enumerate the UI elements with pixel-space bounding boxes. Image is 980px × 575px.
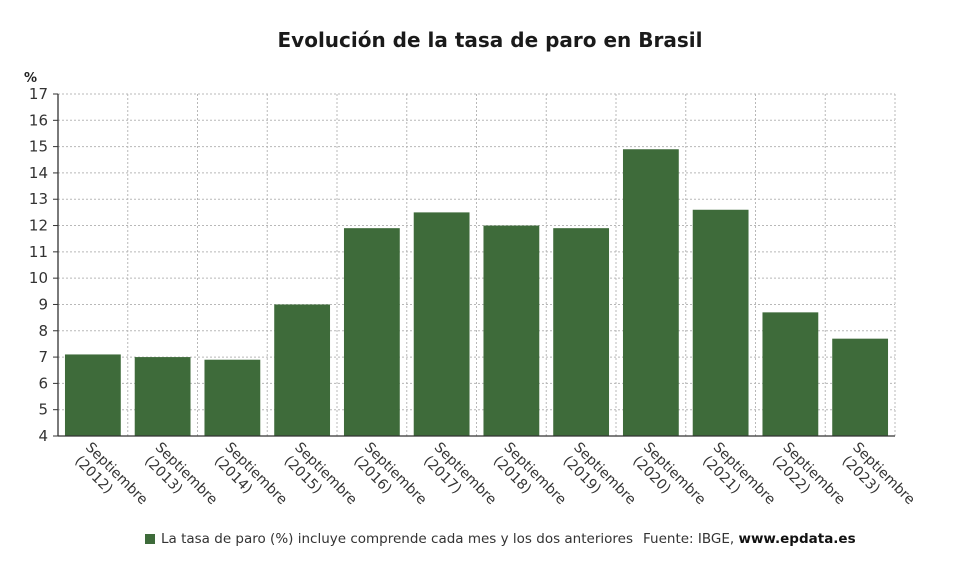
y-tick-label: 10 bbox=[29, 269, 48, 287]
bar bbox=[832, 338, 889, 436]
legend-swatch bbox=[145, 534, 155, 544]
bar bbox=[483, 225, 540, 436]
x-tick-label: Septiembre(2020) bbox=[628, 440, 709, 521]
bar bbox=[204, 359, 261, 436]
source-note: Fuente: IBGE, www.epdata.es bbox=[643, 531, 856, 547]
x-tick-label: Septiembre(2022) bbox=[768, 440, 849, 521]
bar bbox=[553, 228, 610, 436]
y-tick-label: 9 bbox=[38, 295, 48, 313]
y-tick-label: 4 bbox=[38, 427, 48, 445]
y-tick-label: 17 bbox=[29, 85, 48, 103]
source-link[interactable]: www.epdata.es bbox=[738, 531, 856, 547]
x-tick-label: Septiembre(2017) bbox=[419, 440, 500, 521]
y-tick-label: 5 bbox=[38, 401, 48, 419]
bars bbox=[64, 149, 889, 436]
y-tick-label: 15 bbox=[29, 138, 48, 156]
legend: La tasa de paro (%) incluye comprende ca… bbox=[145, 531, 633, 547]
bar bbox=[762, 312, 819, 436]
bar bbox=[622, 149, 679, 436]
x-tick-label: Septiembre(2021) bbox=[698, 440, 779, 521]
bar-chart: Evolución de la tasa de paro en Brasil %… bbox=[24, 28, 918, 521]
bar bbox=[134, 357, 191, 436]
y-tick-label: 12 bbox=[29, 217, 48, 235]
x-tick-label: Septiembre(2016) bbox=[349, 440, 430, 521]
bar bbox=[274, 304, 331, 436]
y-tick-label: 13 bbox=[29, 190, 48, 208]
x-tick-label: Septiembre(2015) bbox=[279, 440, 360, 521]
bar bbox=[64, 354, 121, 436]
x-axis-ticks: Septiembre(2012) Septiembre(2013) Septiemb… bbox=[70, 440, 918, 521]
x-tick-label: Septiembre(2023) bbox=[837, 440, 918, 521]
x-tick-label: Septiembre(2014) bbox=[210, 440, 291, 521]
chart-footer: La tasa de paro (%) incluye comprende ca… bbox=[0, 528, 980, 552]
y-tick-label: 7 bbox=[38, 348, 48, 366]
y-tick-label: 14 bbox=[29, 164, 48, 182]
x-tick-label: Septiembre(2012) bbox=[70, 440, 151, 521]
y-axis-ticks: 4 5 6 7 8 9 10 11 12 13 14 15 16 17 bbox=[29, 85, 58, 445]
bar bbox=[692, 209, 749, 436]
y-tick-label: 8 bbox=[38, 322, 48, 340]
legend-label: La tasa de paro (%) incluye comprende ca… bbox=[161, 531, 633, 547]
y-axis-unit-label: % bbox=[24, 71, 37, 86]
x-tick-label: Septiembre(2019) bbox=[558, 440, 639, 521]
y-tick-label: 11 bbox=[29, 243, 48, 261]
source-prefix: Fuente: IBGE, bbox=[643, 531, 739, 547]
x-tick-label: Septiembre(2013) bbox=[140, 440, 221, 521]
gridlines bbox=[58, 93, 896, 436]
y-tick-label: 6 bbox=[38, 374, 48, 392]
x-tick-label: Septiembre(2018) bbox=[489, 440, 570, 521]
bar bbox=[343, 228, 400, 436]
bar bbox=[413, 212, 470, 436]
y-tick-label: 16 bbox=[29, 111, 48, 129]
chart-title: Evolución de la tasa de paro en Brasil bbox=[278, 28, 703, 52]
